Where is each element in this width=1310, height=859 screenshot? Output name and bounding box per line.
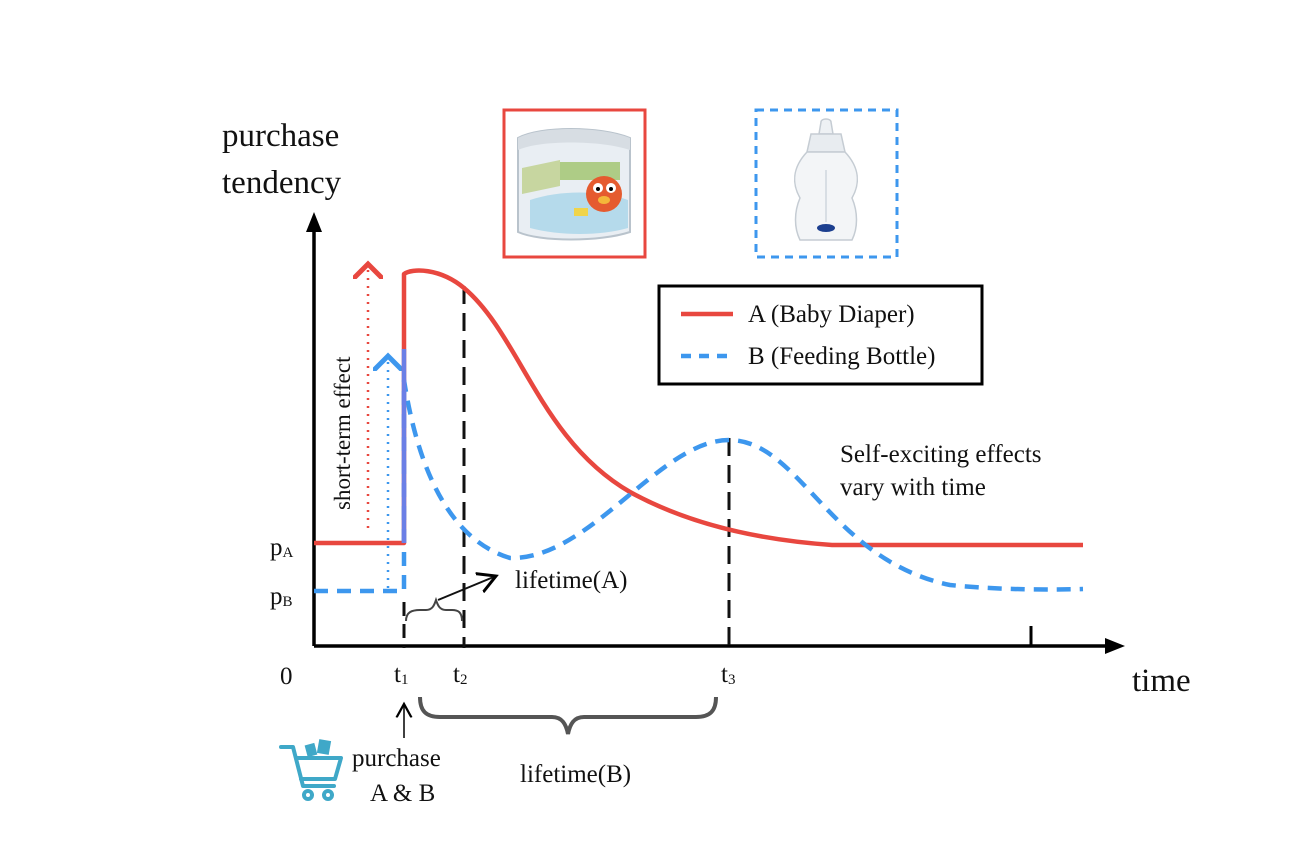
curve-B — [314, 379, 1084, 594]
lifetime-A-arrow — [437, 576, 496, 601]
short-term-label: short-term effect — [330, 356, 355, 510]
annotation-line1: Self-exciting effects — [840, 441, 1042, 468]
baby-diaper-icon — [502, 108, 647, 259]
tick-label-t1: t1 — [394, 661, 408, 688]
annotation-line2: vary with time — [840, 474, 986, 501]
x-axis-arrowhead — [1105, 638, 1125, 654]
y-axis-title-line2: tendency — [222, 165, 342, 201]
y-axis-arrowhead — [306, 212, 322, 232]
origin-label: 0 — [280, 663, 293, 690]
legend-label-A: A (Baby Diaper) — [748, 301, 915, 328]
lifetime-B-brace — [418, 696, 718, 735]
legend-box — [657, 284, 984, 386]
tick-label-t2: t2 — [453, 661, 467, 688]
purchase-label-line1: purchase — [352, 745, 441, 772]
x-axis-title: time — [1132, 663, 1191, 699]
feeding-bottle-icon — [754, 108, 899, 259]
lifetime-A-brace — [405, 596, 463, 622]
level-label-pA: pA — [270, 534, 294, 561]
lifetime-B-label: lifetime(B) — [520, 761, 631, 788]
level-label-pB: pB — [270, 583, 293, 610]
purchase-label-line2: A & B — [370, 780, 435, 807]
time-markers — [402, 286, 731, 648]
y-axis-title-line1: purchase — [222, 118, 339, 154]
curve-A — [314, 268, 1083, 548]
legend: A (Baby Diaper) B (Feeding Bottle) — [657, 284, 984, 386]
shopping-cart-icon — [279, 739, 343, 801]
axes — [306, 212, 1125, 654]
tick-label-t3: t3 — [721, 661, 735, 688]
legend-label-B: B (Feeding Bottle) — [748, 343, 935, 370]
lifetime-A-label: lifetime(A) — [515, 567, 627, 594]
